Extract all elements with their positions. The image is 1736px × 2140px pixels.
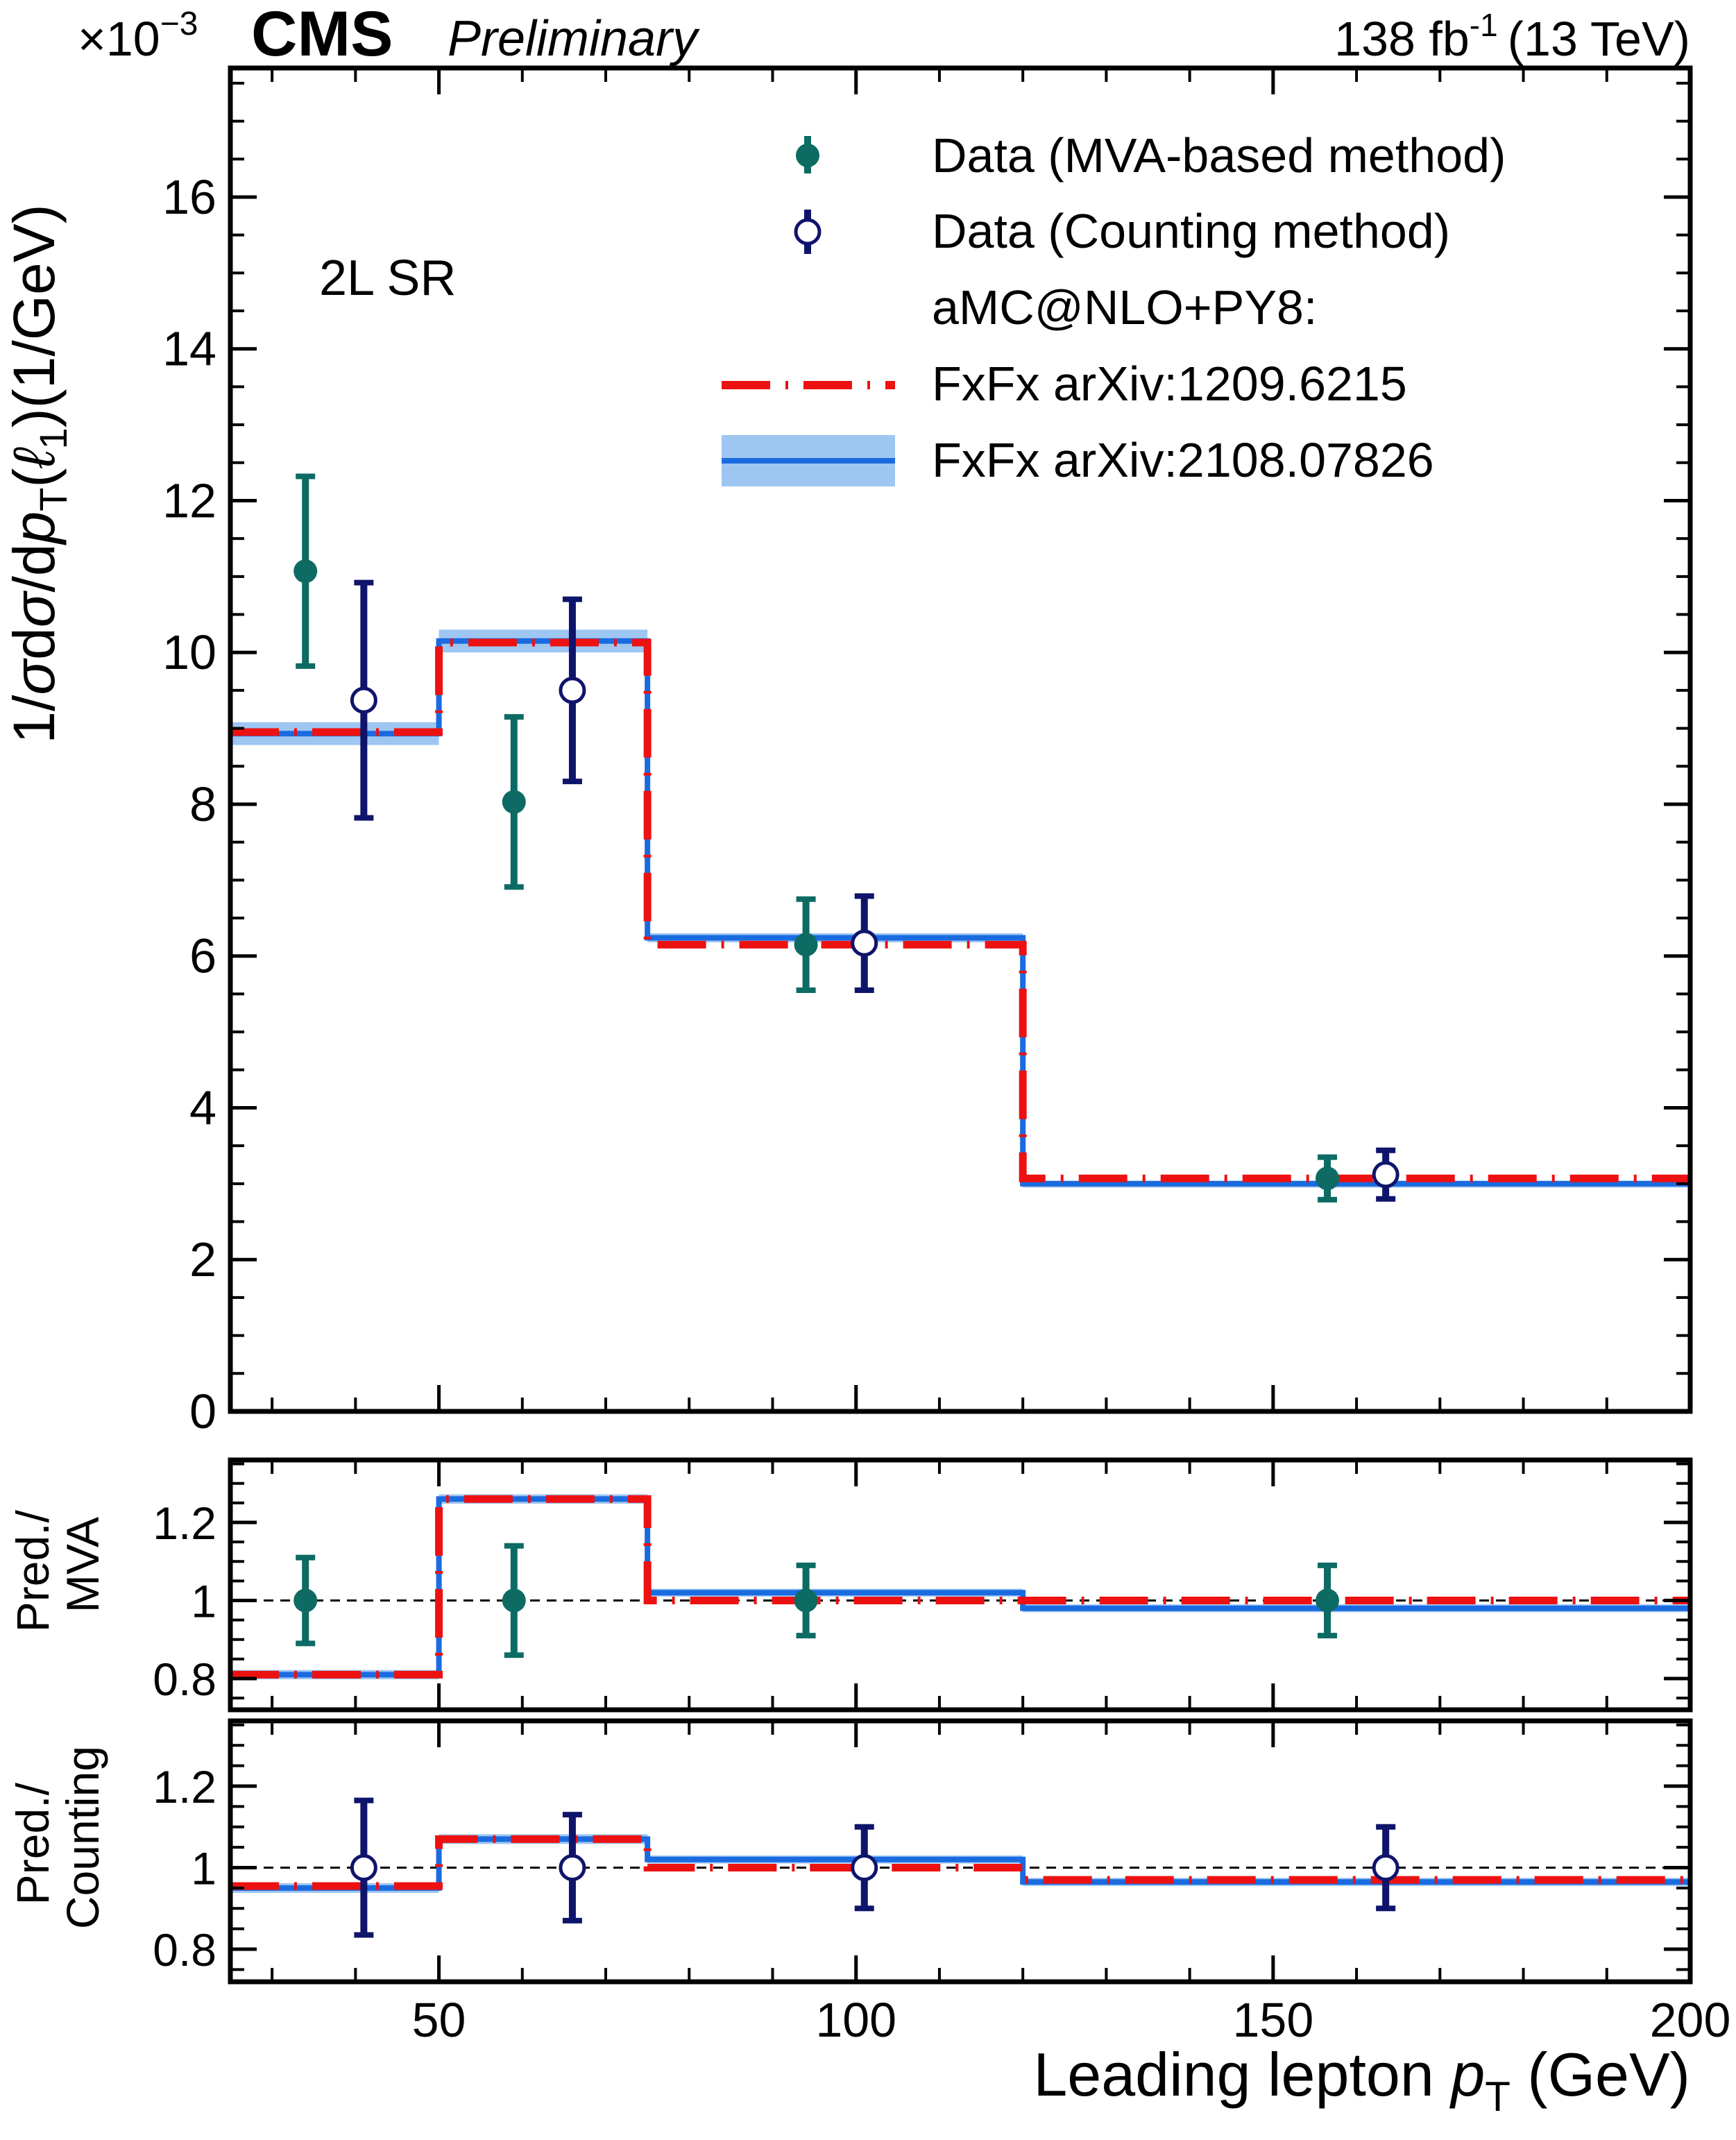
experiment-label: CMS [251, 0, 393, 69]
ratio-mva-title: Pred./ MVA [7, 1497, 108, 1632]
y-axis-title-part-1: σ [1, 658, 67, 695]
legend-counting-marker [794, 218, 822, 246]
legend-generator-label: aMC@NLO+PY8: [932, 280, 1317, 334]
main-counting-point-0 [350, 686, 377, 714]
ratio-counting-counting-point-2 [851, 1854, 878, 1881]
ratio-mva-title-line1: Pred./ [7, 1509, 58, 1632]
y-axis-title-part-6: T [31, 488, 75, 511]
y-axis-title-part-5: p [1, 511, 67, 546]
ratio-mva-ytick-label-1: 1 [191, 1576, 216, 1627]
ratio-mva-fxfx-old-line [230, 1495, 1690, 1679]
ratio-mva-title-line2: MVA [57, 1517, 108, 1613]
main-ytick-label-6: 12 [162, 473, 216, 527]
main-ytick-label-4: 8 [189, 777, 216, 831]
ratio-counting-xtick-label-0: 50 [412, 1993, 466, 2047]
lumi-label: 138 fb-1 (13 TeV) [1334, 7, 1690, 66]
ratio-counting-counting-point-0 [350, 1854, 377, 1881]
y-axis-title-part-10: )(1/GeV) [1, 204, 67, 427]
ratio-mva-mva-point-3 [1316, 1588, 1340, 1613]
main-frame [228, 65, 1693, 1414]
ratio-counting-ytick-label-0: 0.8 [153, 1924, 216, 1976]
x-axis-title: Leading lepton pT (GeV) [1033, 2040, 1690, 2120]
y-axis-title-part-4: /d [1, 544, 67, 593]
legend: Data (MVA-based method) Data (Counting m… [722, 128, 1506, 487]
lumi-value: 138 fb [1334, 12, 1470, 66]
ratio-counting-counting-point-1 [559, 1854, 586, 1881]
ratio-counting-xtick-label-2: 150 [1232, 1993, 1313, 2047]
ratio-counting-title: Pred./ Counting [7, 1746, 108, 1929]
legend-mva-marker [796, 144, 819, 167]
status-label: Preliminary [448, 11, 700, 67]
legend-mva-label: Data (MVA-based method) [932, 128, 1506, 182]
ratio-counting-xtick-label-3: 200 [1650, 1993, 1731, 2047]
y-axis-title-part-3: σ [1, 590, 67, 627]
ratio-mva-mva-point-1 [502, 1588, 526, 1613]
y-axis-title: 1/σdσ/dpT(ℓ1)(1/GeV) [1, 204, 75, 743]
energy-value: (13 TeV) [1508, 12, 1690, 66]
ratio-mva-ytick-label-0: 0.8 [153, 1654, 216, 1705]
ratio-counting-title-line2: Counting [57, 1746, 108, 1929]
x-axis-title-part-2: T [1485, 2073, 1511, 2120]
ratio-counting-xtick-label-1: 100 [815, 1993, 896, 2047]
y-axis-title-part-0: 1/ [1, 695, 67, 744]
main-ytick-label-7: 14 [162, 322, 216, 376]
legend-fxfx-old-label: FxFx arXiv:1209.6215 [932, 357, 1407, 411]
legend-counting-label: Data (Counting method) [932, 204, 1450, 258]
main-fxfx-new-line [230, 638, 1690, 1187]
legend-fxfx-new-label: FxFx arXiv:2108.07826 [932, 433, 1434, 487]
main-mva-point-0 [293, 559, 318, 584]
main-ytick-label-0: 0 [189, 1384, 216, 1438]
main-counting-point-1 [559, 677, 586, 704]
main-ytick-label-8: 16 [162, 170, 216, 224]
main-ytick-label-3: 6 [189, 929, 216, 983]
x-axis-title-part-3: (GeV) [1511, 2040, 1690, 2109]
ratio-counting-panel: 0.8 1 1.2 50 100 150 200 [153, 1718, 1731, 2047]
ratio-mva-mva-point-2 [794, 1588, 818, 1613]
y-axis-title-part-8: ℓ [1, 448, 67, 469]
main-ytick-label-1: 2 [189, 1232, 216, 1286]
main-ytick-label-2: 4 [189, 1080, 216, 1135]
ratio-mva-ytick-label-2: 1.2 [153, 1497, 216, 1549]
ratio-mva-fxfx-new-line [230, 1496, 1690, 1678]
lumi-exponent: -1 [1470, 7, 1498, 43]
ratio-counting-title-line1: Pred./ [7, 1782, 58, 1905]
scale-label: ×10−3 [78, 6, 198, 66]
main-panel: 0 2 4 6 8 10 12 14 16 [162, 65, 1693, 1438]
y-axis-title-part-2: d [1, 627, 67, 660]
main-mva-point-3 [1316, 1166, 1340, 1191]
ratio-counting-ytick-label-1: 1 [191, 1843, 216, 1894]
y-axis-title-part-7: ( [1, 468, 67, 488]
ratio-counting-ytick-label-2: 1.2 [153, 1761, 216, 1812]
main-ytick-label-5: 10 [162, 625, 216, 679]
ratio-mva-panel: 0.8 1 1.2 [153, 1457, 1693, 1713]
main-counting-point-2 [851, 929, 878, 957]
x-axis-title-part-1: p [1449, 2040, 1485, 2109]
main-mva-point-1 [502, 790, 526, 814]
ratio-mva-frame [228, 1457, 1693, 1713]
ratio-counting-counting-point-3 [1372, 1854, 1399, 1881]
scale-exponent: −3 [160, 6, 198, 42]
scale-base: ×10 [78, 12, 160, 66]
ratio-mva-mva-point-0 [293, 1588, 318, 1613]
region-annotation: 2L SR [319, 250, 456, 306]
main-fxfx-old-line [230, 638, 1690, 1182]
main-mva-point-2 [794, 933, 818, 957]
ratio-counting-frame [228, 1718, 1693, 1985]
main-counting-point-3 [1372, 1161, 1399, 1189]
x-axis-title-part-0: Leading lepton [1033, 2040, 1451, 2109]
y-axis-title-part-9: 1 [31, 427, 75, 449]
